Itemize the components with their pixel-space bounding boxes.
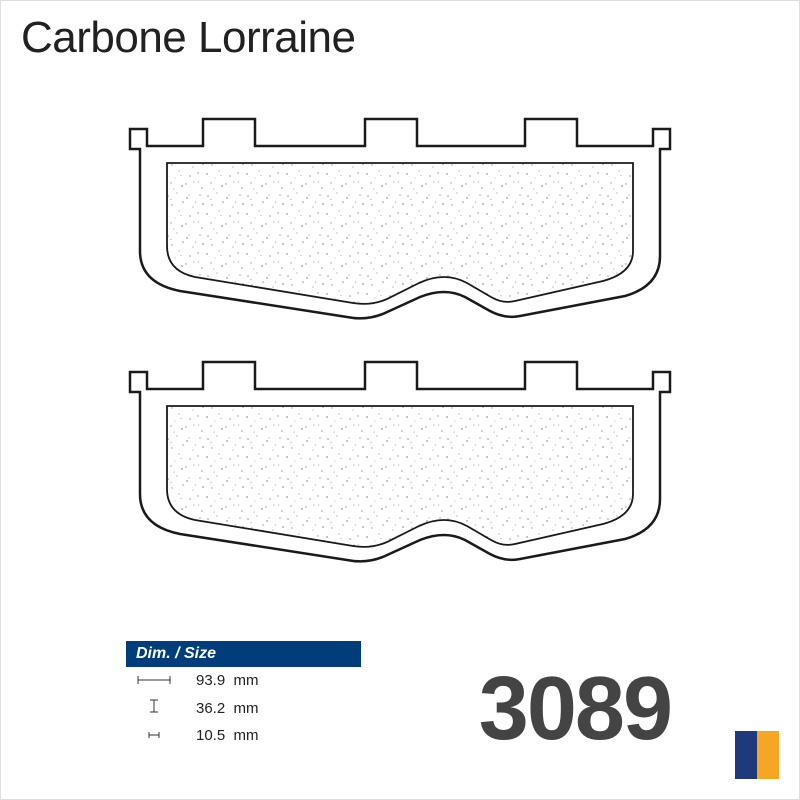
dimension-thickness-value: 10.5 mm — [176, 727, 351, 744]
dimension-thickness-row: 10.5 mm — [126, 722, 361, 749]
dimensions-header: Dim. / Size — [126, 641, 361, 667]
badge-left-color — [735, 731, 757, 779]
pad-friction-surface — [167, 163, 633, 304]
dimension-width-row: 93.9 mm — [126, 667, 361, 694]
thickness-icon — [136, 727, 176, 744]
dimensions-table: Dim. / Size 93.9 mm 36.2 mm 10.5 mm — [126, 641, 361, 749]
dimension-width-value: 93.9 mm — [176, 672, 351, 689]
brake-pad-bottom — [125, 354, 675, 569]
brake-pads-diagram — [125, 111, 675, 597]
width-icon — [136, 672, 176, 689]
brake-pad-top — [125, 111, 675, 326]
dimension-height-value: 36.2 mm — [176, 700, 351, 717]
pad-friction-surface — [167, 406, 633, 547]
badge-right-color — [757, 731, 779, 779]
height-icon — [136, 699, 176, 717]
brand-title: Carbone Lorraine — [21, 13, 355, 63]
product-number: 3089 — [479, 671, 671, 748]
color-badge — [735, 731, 779, 779]
dimension-height-row: 36.2 mm — [126, 694, 361, 722]
